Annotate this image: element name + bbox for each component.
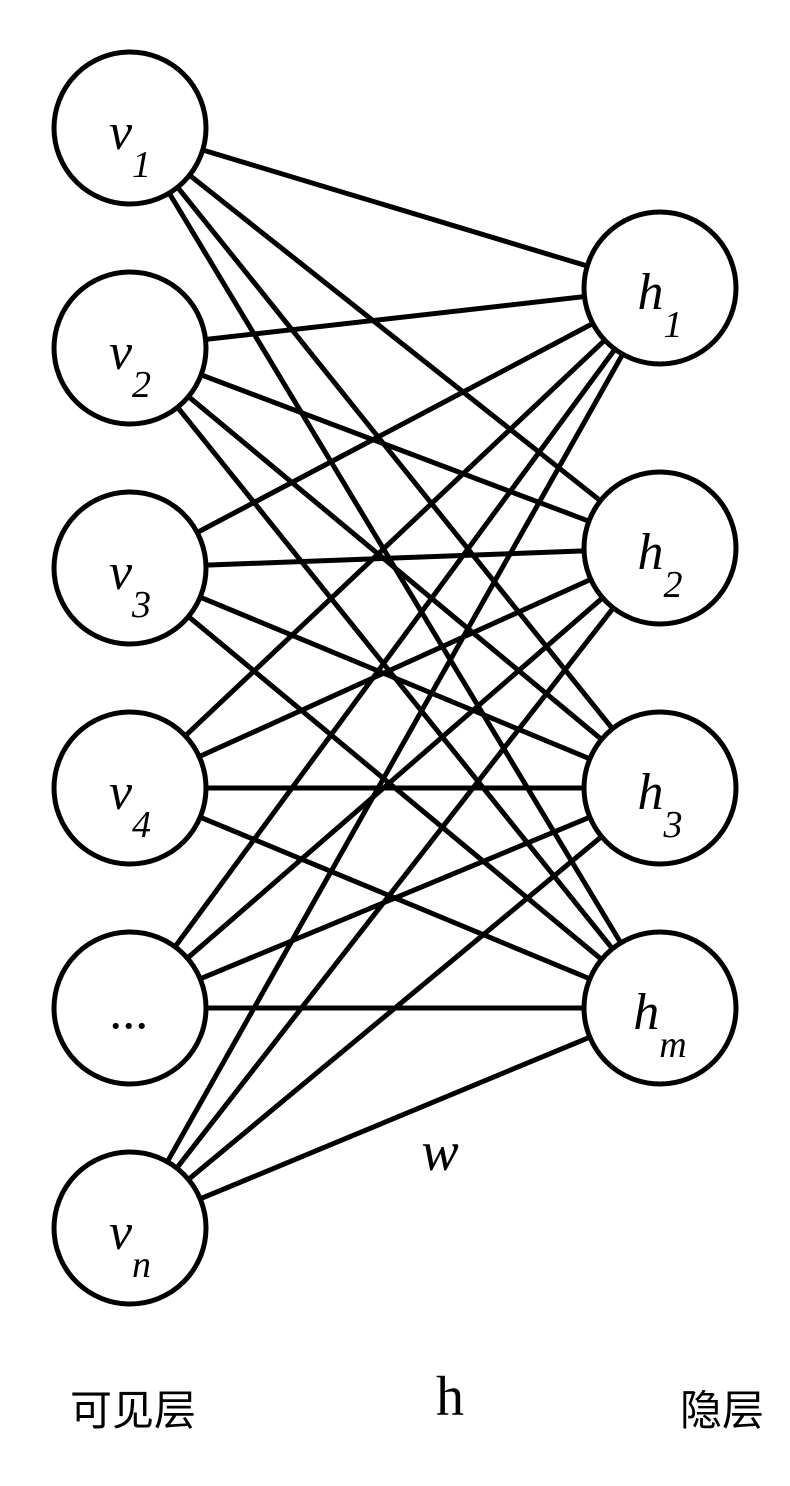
edges-group [167, 150, 622, 1199]
hidden-node-hm: hm [584, 932, 736, 1084]
edge [167, 354, 622, 1162]
edge [206, 297, 585, 340]
hidden-layer-caption: 隐层 [680, 1389, 764, 1435]
visible-node-v2: v2 [54, 272, 206, 424]
stray-h-label: h [436, 1366, 464, 1428]
edge [206, 551, 584, 565]
visible-layer-caption: 可见层 [70, 1389, 196, 1435]
visible-node-v4: v4 [54, 712, 206, 864]
hidden-node-h2: h2 [584, 472, 736, 624]
edge [177, 608, 614, 1168]
hidden-node-h3: h3 [584, 712, 736, 864]
node-label: ... [111, 984, 150, 1041]
hidden-node-h1: h1 [584, 212, 736, 364]
visible-node-vn: vn [54, 1152, 206, 1304]
weight-label: w [421, 1121, 458, 1183]
visible-node-vdots: ... [54, 932, 206, 1084]
visible-node-v3: v3 [54, 492, 206, 644]
visible-node-v1: v1 [54, 52, 206, 204]
edge [203, 150, 587, 266]
